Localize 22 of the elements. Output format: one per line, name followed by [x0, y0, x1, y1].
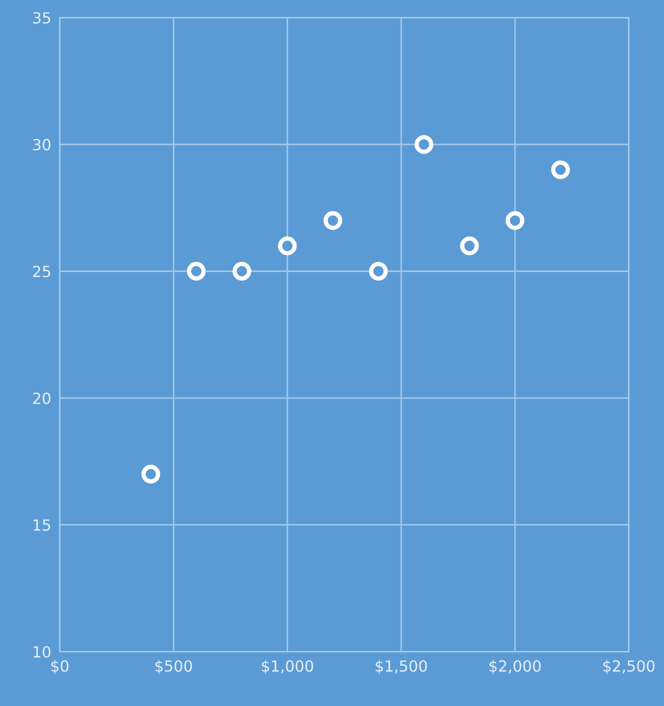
y-tick-label: 20	[33, 392, 50, 404]
point	[369, 262, 388, 281]
y-tick-label: 10	[34, 646, 50, 658]
point	[141, 464, 160, 484]
y-tick-label: 25	[33, 266, 50, 278]
y-tick-label: 30	[33, 138, 50, 150]
point	[414, 135, 434, 154]
point	[324, 211, 342, 230]
y-tick-label: 35	[33, 12, 50, 24]
x-tick-label: $2,500	[603, 660, 655, 674]
x-tick-label: $1,500	[376, 660, 427, 674]
point	[460, 236, 479, 256]
point	[551, 160, 570, 180]
x-tick-label: $0	[51, 660, 68, 674]
point	[232, 262, 252, 281]
y-tick-label: 15	[34, 520, 50, 531]
point	[278, 236, 297, 256]
x-tick-label: $2,000	[490, 660, 541, 674]
x-tick-label: $1,000	[262, 660, 314, 674]
x-tick-label: $500	[155, 660, 192, 674]
point	[186, 262, 206, 281]
point	[506, 211, 524, 230]
